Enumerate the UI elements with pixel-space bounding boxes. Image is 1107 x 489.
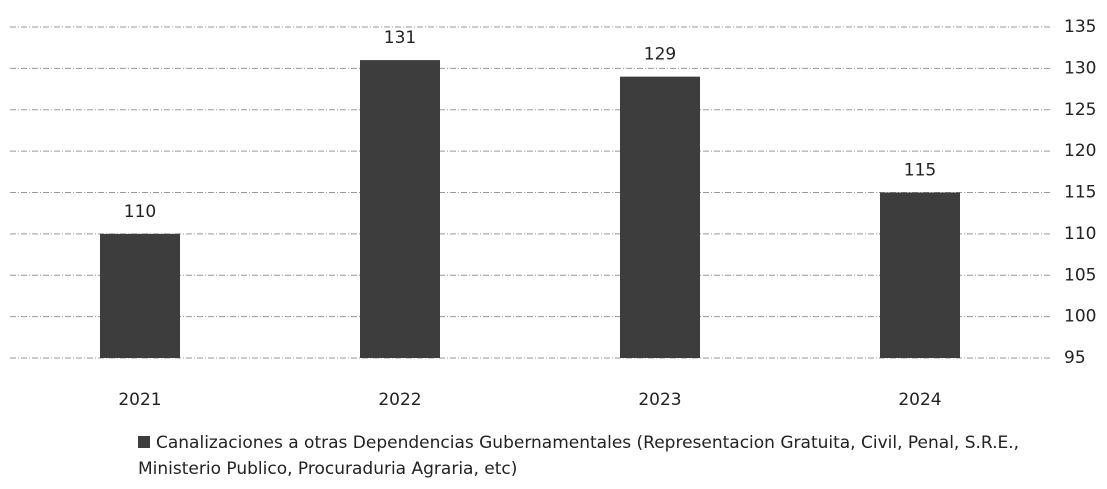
y-tick-label: 95 [1064, 348, 1086, 368]
data-label: 110 [124, 202, 156, 222]
x-tick-label: 2022 [378, 390, 421, 410]
data-label: 131 [384, 28, 416, 48]
y-tick-label: 130 [1064, 58, 1096, 78]
bar [620, 76, 700, 359]
x-tick-label: 2023 [638, 390, 681, 410]
bar [100, 233, 180, 358]
data-label: 129 [644, 45, 676, 65]
bar [360, 60, 440, 358]
legend: Canalizaciones a otras Dependencias Gube… [138, 430, 1098, 482]
y-tick-label: 135 [1064, 17, 1096, 37]
legend-label: Canalizaciones a otras Dependencias Gube… [138, 433, 1020, 479]
y-tick-label: 100 [1064, 307, 1096, 327]
y-tick-label: 115 [1064, 183, 1096, 203]
x-tick-label: 2021 [118, 390, 161, 410]
bar [880, 192, 960, 358]
y-tick-label: 105 [1064, 265, 1096, 285]
y-tick-label: 110 [1064, 224, 1096, 244]
chart: 95 100 105 110 115 120 125 130 135 2021 110 2022 131… [10, 17, 1096, 410]
data-label: 115 [904, 161, 936, 181]
x-tick-label: 2024 [898, 390, 941, 410]
legend-swatch [138, 436, 150, 448]
y-tick-label: 120 [1064, 141, 1096, 161]
y-tick-label: 125 [1064, 100, 1096, 120]
